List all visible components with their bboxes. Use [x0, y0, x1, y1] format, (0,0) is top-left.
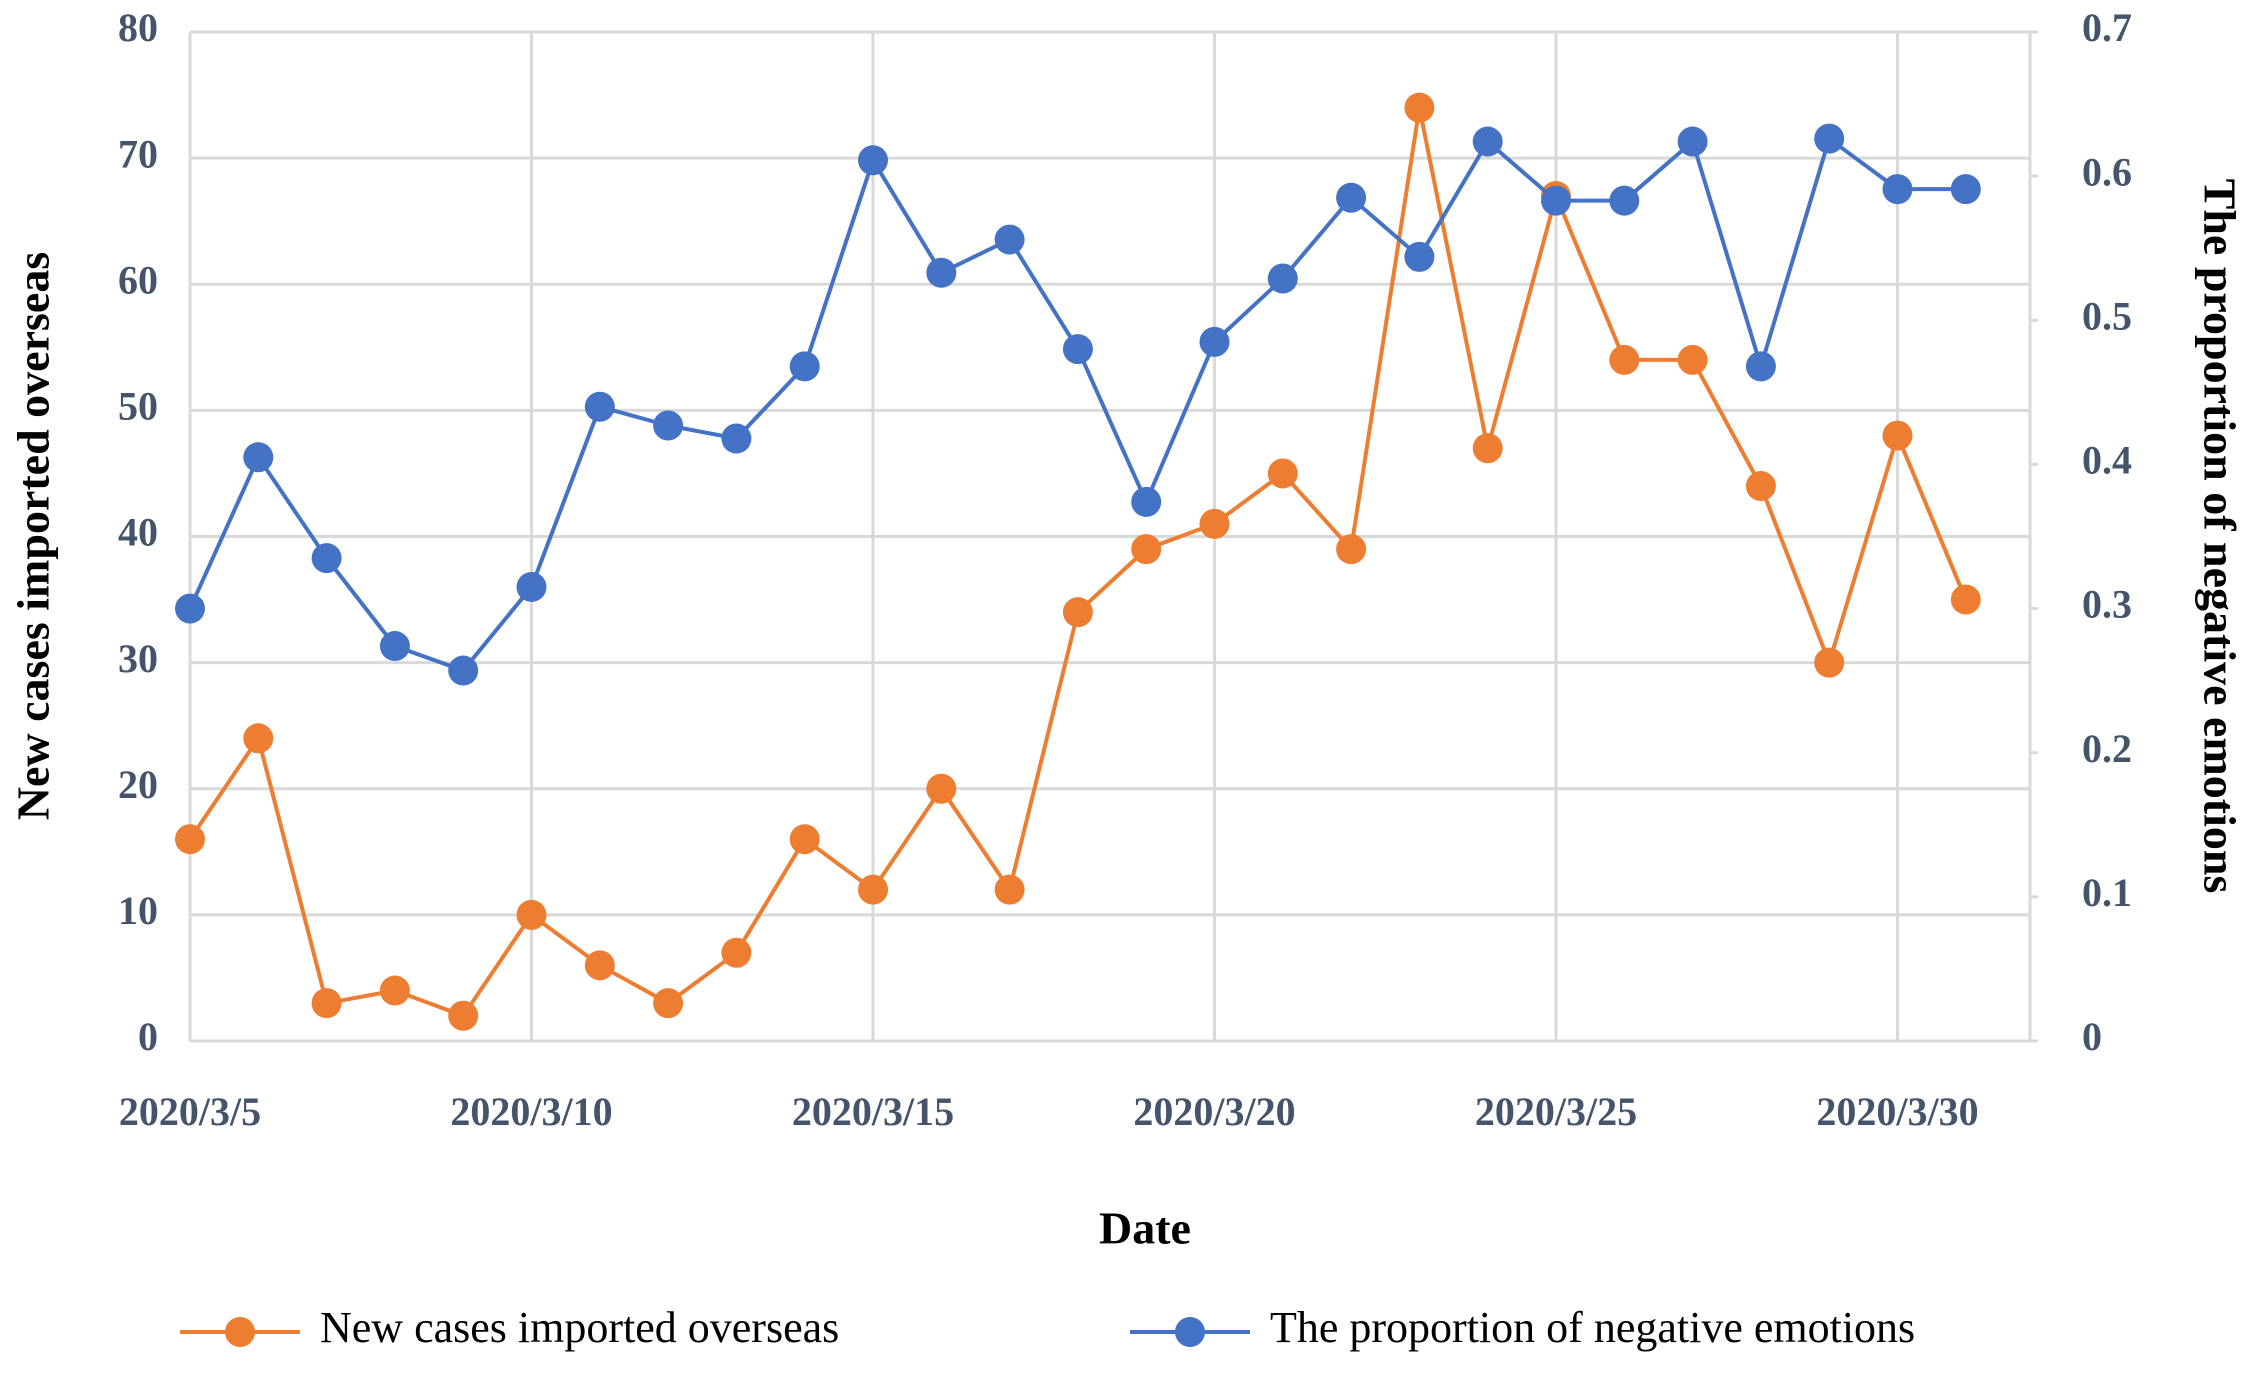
point — [721, 937, 752, 968]
point — [448, 655, 479, 686]
point — [789, 824, 820, 855]
point — [584, 950, 615, 981]
y2-tick-label: 0.5 — [2082, 293, 2132, 338]
point — [1336, 182, 1367, 213]
y-axis-title: New cases imported overseas — [8, 252, 59, 820]
point — [1062, 597, 1093, 628]
y-tick-label: 10 — [118, 888, 158, 933]
point — [1814, 123, 1845, 154]
point — [926, 257, 957, 288]
point — [994, 874, 1025, 905]
point — [1950, 584, 1981, 615]
y2-tick-label: 0.7 — [2082, 5, 2132, 50]
y2-tick-label: 0.1 — [2082, 870, 2132, 915]
point — [1472, 433, 1503, 464]
point — [926, 773, 957, 804]
point — [858, 145, 888, 176]
y-tick-label: 50 — [118, 384, 158, 429]
point — [721, 423, 752, 454]
point — [516, 899, 547, 930]
point — [1882, 420, 1913, 451]
y2-tick-label: 0.4 — [2082, 438, 2132, 483]
point — [379, 631, 410, 662]
point — [1336, 534, 1367, 565]
y-tick-label: 70 — [118, 131, 158, 176]
y2-axis-title: The proportion of negative emotions — [2194, 179, 2245, 894]
point — [858, 874, 888, 905]
x-tick-label: 2020/3/20 — [1133, 1089, 1295, 1134]
point — [1541, 185, 1571, 216]
legend-label: The proportion of negative emotions — [1270, 1303, 1915, 1352]
point — [653, 988, 684, 1019]
y-tick-label: 0 — [138, 1014, 158, 1059]
point — [1404, 241, 1435, 272]
point — [516, 571, 547, 602]
point — [1267, 458, 1298, 489]
point — [1609, 344, 1640, 375]
point — [994, 224, 1025, 255]
point — [379, 975, 410, 1006]
point — [1882, 174, 1913, 205]
legend-marker — [1175, 1317, 1205, 1347]
point — [789, 351, 820, 382]
point — [243, 442, 274, 473]
point — [1677, 344, 1708, 375]
point — [448, 1000, 479, 1031]
series-line — [188, 135, 1966, 673]
series-line — [188, 107, 1968, 1019]
y-tick-label: 40 — [118, 510, 158, 555]
point — [1745, 471, 1776, 502]
x-tick-label: 2020/3/15 — [792, 1089, 954, 1134]
y-tick-label: 80 — [118, 5, 158, 50]
point — [1199, 508, 1230, 539]
point — [1677, 126, 1708, 157]
y2-tick-label: 0.2 — [2082, 726, 2132, 771]
x-tick-label: 2020/3/30 — [1816, 1089, 1978, 1134]
point — [1745, 351, 1776, 382]
point — [1472, 126, 1503, 157]
point — [1131, 486, 1162, 517]
y-tick-label: 30 — [118, 636, 158, 681]
x-axis-title: Date — [1099, 1203, 1191, 1254]
point — [584, 391, 615, 422]
y2-tick-label: 0.6 — [2082, 149, 2132, 194]
y-tick-label: 20 — [118, 762, 158, 807]
point — [653, 410, 684, 441]
point — [1267, 263, 1298, 294]
y2-tick-label: 0 — [2082, 1014, 2102, 1059]
point — [175, 593, 205, 624]
x-tick-label: 2020/3/25 — [1475, 1089, 1637, 1134]
point — [1814, 647, 1845, 678]
point — [1131, 534, 1162, 565]
point — [1062, 334, 1093, 365]
legend-label: New cases imported overseas — [320, 1303, 839, 1352]
x-tick-label: 2020/3/10 — [450, 1089, 612, 1134]
point — [1950, 174, 1981, 205]
point — [243, 723, 274, 754]
y-tick-label: 60 — [118, 257, 158, 302]
point — [1199, 326, 1230, 357]
y2-tick-label: 0.3 — [2082, 582, 2132, 627]
point — [1609, 185, 1640, 216]
x-tick-label: 2020/3/5 — [119, 1089, 261, 1134]
point — [311, 988, 342, 1019]
point — [1404, 92, 1435, 123]
legend-marker — [225, 1317, 255, 1347]
point — [311, 543, 342, 574]
point — [175, 824, 205, 855]
